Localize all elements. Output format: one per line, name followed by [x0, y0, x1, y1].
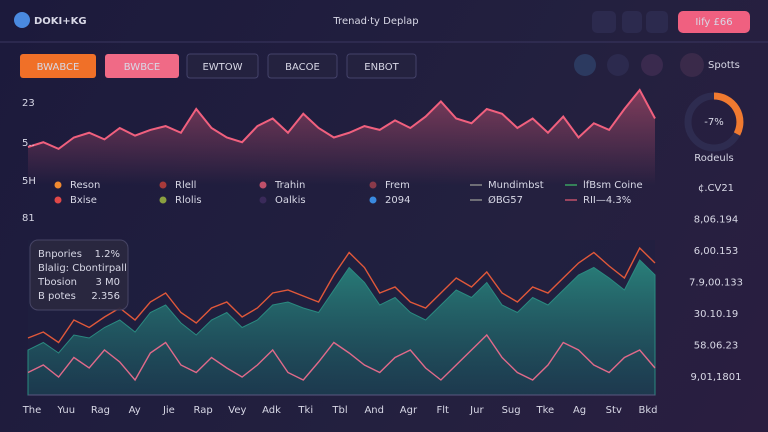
legend-dot — [369, 181, 377, 189]
legend-dot — [54, 196, 62, 204]
legend-dot — [159, 196, 167, 204]
tooltip-label: Tbosion — [37, 277, 77, 288]
x-label: Tke — [535, 405, 554, 416]
legend-label: Rlolis — [175, 195, 202, 206]
tab-label: ENBOT — [364, 62, 399, 73]
icon-button[interactable] — [641, 54, 663, 76]
legend-dot — [369, 196, 377, 204]
side-value: 7.9,00.133 — [689, 278, 743, 289]
side-value: 8,06.194 — [694, 215, 739, 226]
side-tab[interactable]: Spotts — [708, 60, 740, 71]
tab[interactable] — [267, 53, 338, 79]
x-label: Flt — [436, 405, 449, 416]
tooltip — [29, 239, 129, 311]
legend-label: Mundimbst — [488, 180, 544, 191]
icon-button[interactable] — [607, 54, 629, 76]
x-label: Yuu — [56, 405, 75, 416]
x-label: Vey — [228, 405, 246, 416]
legend-label: Rlell — [175, 180, 196, 191]
x-label: Tki — [297, 405, 313, 416]
gauge-value: -7% — [704, 117, 723, 128]
tooltip-value: 3 M0 — [95, 277, 120, 288]
icon-button[interactable] — [592, 11, 616, 33]
tab[interactable] — [186, 53, 259, 79]
x-label: Bkd — [639, 405, 658, 416]
x-label: Rap — [194, 405, 213, 416]
legend-label: lfBsm Coine — [583, 180, 643, 191]
side-value: 6,00.153 — [694, 246, 739, 257]
legend-label: Bxise — [70, 195, 97, 206]
header-button-label: Iify £66 — [695, 17, 732, 28]
top-line — [27, 88, 656, 151]
top-area — [28, 90, 655, 185]
y-label: 5.. — [22, 138, 35, 149]
tab-label: BACOE — [285, 62, 320, 73]
x-label: Ay — [129, 405, 141, 416]
x-label: Rag — [91, 405, 110, 416]
legend-dot — [259, 196, 267, 204]
x-label: And — [364, 405, 384, 416]
tab[interactable] — [346, 53, 417, 79]
legend-label: RII—4.3% — [583, 195, 631, 206]
side-value: ¢.CV21 — [698, 183, 734, 194]
bottom-area — [27, 259, 656, 396]
tooltip-label: Bnpories — [38, 249, 82, 260]
legend-label: Frem — [385, 180, 410, 191]
gauge-label: Rodeuls — [694, 153, 733, 164]
legend-label: Trahin — [274, 180, 305, 191]
tab[interactable] — [105, 54, 179, 78]
legend-dot — [259, 181, 267, 189]
bottom-line — [27, 246, 656, 344]
legend-dot — [159, 181, 167, 189]
tab-label: BWBCE — [124, 62, 160, 73]
x-label: Stv — [606, 405, 622, 416]
legend-label: ØBG57 — [488, 194, 523, 206]
x-label: Agr — [400, 405, 418, 416]
bottom-line — [27, 333, 656, 382]
x-label: Jie — [162, 405, 175, 416]
icon-button[interactable] — [646, 11, 668, 33]
x-label: Ag — [573, 405, 586, 416]
icon-button[interactable] — [574, 54, 596, 76]
tooltip-value: 2.356 — [91, 291, 120, 302]
legend-label: 2094 — [385, 195, 410, 206]
side-tab-icon — [680, 53, 704, 77]
legend-dot — [54, 181, 62, 189]
logo-icon — [14, 12, 30, 28]
legend-label: Reson — [70, 180, 100, 191]
tooltip-label: Blalig: Cbontirpall — [38, 263, 127, 274]
logo: DOKI+KG — [34, 16, 87, 27]
gauge-arc — [713, 92, 744, 136]
y-label: 5H — [22, 176, 36, 187]
page-title: Trenad·ty Deplap — [332, 16, 418, 27]
legend-label: Oalkis — [275, 195, 306, 206]
side-value: 58.06.23 — [694, 341, 739, 352]
y-label: 81 — [22, 213, 35, 224]
x-label: The — [22, 405, 42, 416]
tooltip-value: 1.2% — [95, 249, 120, 260]
x-label: Tbl — [331, 405, 347, 416]
tab-label: EWTOW — [202, 62, 242, 73]
tooltip-label: B potes — [38, 291, 76, 302]
content: BWABCE BWBCE EWTOW BACOE ENBOT 23 5.. 5H 81 Reson… — [20, 53, 743, 416]
x-label: Sug — [502, 405, 521, 416]
tab[interactable] — [20, 54, 96, 78]
header-button[interactable] — [678, 11, 750, 33]
x-label: Jur — [469, 405, 484, 416]
icon-button[interactable] — [622, 11, 642, 33]
side-value: 9,01,1801 — [691, 372, 742, 383]
x-label: Adk — [262, 405, 281, 416]
side-value: 30.10.19 — [694, 309, 739, 320]
y-label: 23 — [22, 98, 35, 109]
tab-label: BWABCE — [37, 62, 80, 73]
